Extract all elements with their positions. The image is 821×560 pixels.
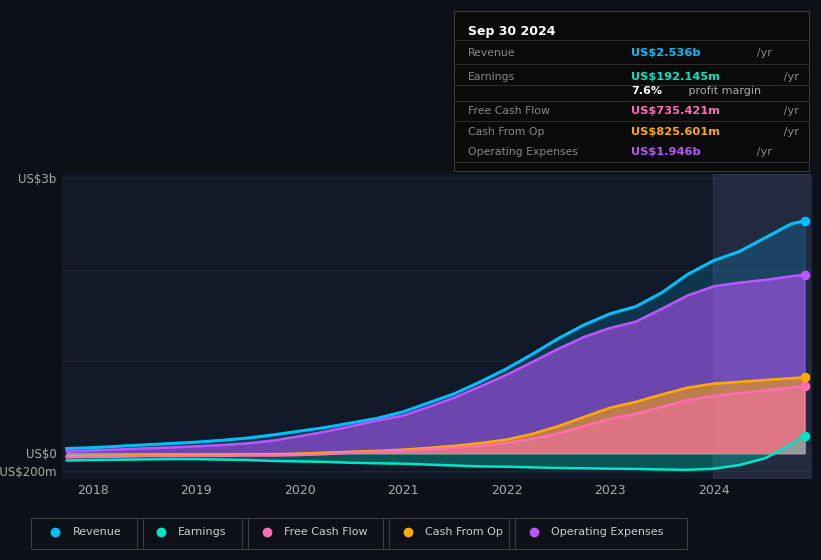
Text: Revenue: Revenue (72, 528, 122, 537)
Text: profit margin: profit margin (686, 86, 761, 96)
Text: US$825.601m: US$825.601m (631, 127, 720, 137)
Text: /yr: /yr (780, 72, 799, 82)
Point (798, 431, 811, 440)
Text: Free Cash Flow: Free Cash Flow (284, 528, 368, 537)
Text: US$1.946b: US$1.946b (631, 147, 701, 157)
Text: US$192.145m: US$192.145m (631, 72, 720, 82)
Text: Cash From Op: Cash From Op (425, 528, 503, 537)
Point (798, 373, 811, 382)
Text: Operating Expenses: Operating Expenses (551, 528, 663, 537)
Text: /yr: /yr (780, 106, 799, 116)
Text: Operating Expenses: Operating Expenses (468, 147, 578, 157)
Text: Revenue: Revenue (468, 49, 516, 58)
Bar (713, 174, 810, 479)
Text: 7.6%: 7.6% (631, 86, 663, 96)
Text: Sep 30 2024: Sep 30 2024 (468, 25, 556, 38)
Text: Earnings: Earnings (178, 528, 227, 537)
Point (798, 381, 811, 390)
Point (798, 270, 811, 279)
Text: /yr: /yr (780, 127, 799, 137)
Text: Free Cash Flow: Free Cash Flow (468, 106, 550, 116)
Text: US$2.536b: US$2.536b (631, 49, 701, 58)
Text: Cash From Op: Cash From Op (468, 127, 544, 137)
Text: /yr: /yr (753, 147, 772, 157)
Text: Earnings: Earnings (468, 72, 516, 82)
Point (798, 216, 811, 225)
Text: /yr: /yr (753, 49, 772, 58)
Text: US$735.421m: US$735.421m (631, 106, 720, 116)
